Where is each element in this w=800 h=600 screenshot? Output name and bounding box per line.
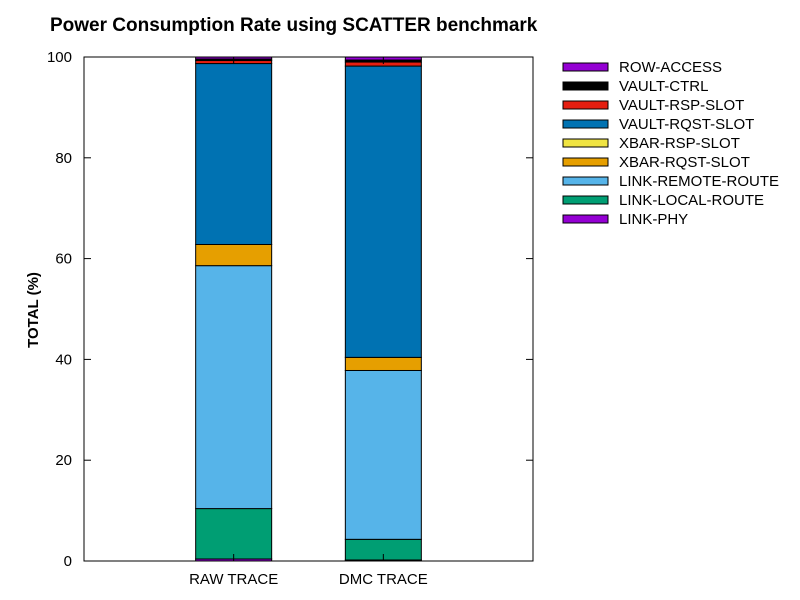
bar-segment-raw-trace-link-local-route [195, 508, 273, 560]
x-tick-label-1: DMC TRACE [339, 571, 428, 588]
y-axis-label: TOTAL (%) [25, 272, 42, 348]
legend-swatch-row-access [562, 62, 609, 72]
legend-swatch-vault-rqst-slot [562, 119, 609, 129]
legend-label-link-local-route: LINK-LOCAL-ROUTE [619, 192, 764, 209]
legend-swatch-link-remote-route [562, 176, 609, 186]
chart-title: Power Consumption Rate using SCATTER ben… [50, 15, 538, 36]
legend-label-row-access: ROW-ACCESS [619, 59, 722, 76]
x-axis: RAW TRACE DMC TRACE [189, 57, 428, 588]
legend: ROW-ACCESS VAULT-CTRL VAULT-RSP-SLOT VAULT-… [562, 59, 779, 228]
legend-label-xbar-rsp-slot: XBAR-RSP-SLOT [619, 135, 740, 152]
y-tick-label-40: 40 [55, 351, 72, 368]
bar-segment-raw-trace-vault-rqst-slot [195, 63, 273, 245]
bars-group [195, 56, 422, 562]
plot-frame [83, 56, 534, 562]
legend-label-vault-ctrl: VAULT-CTRL [619, 78, 708, 95]
legend-swatch-link-local-route [562, 195, 609, 205]
y-tick-label-100: 100 [47, 49, 72, 66]
legend-swatch-vault-rsp-slot [562, 100, 609, 110]
legend-label-link-phy: LINK-PHY [619, 211, 688, 228]
bar-segment-dmc-trace-link-remote-route [344, 369, 422, 540]
bar-segment-raw-trace-link-remote-route [195, 265, 273, 510]
legend-swatch-link-phy [562, 214, 609, 224]
y-tick-label-80: 80 [55, 150, 72, 167]
bar-segment-raw-trace-xbar-rqst-slot [195, 243, 273, 267]
y-tick-label-0: 0 [64, 553, 72, 570]
legend-swatch-vault-ctrl [562, 81, 609, 91]
legend-label-vault-rqst-slot: VAULT-RQST-SLOT [619, 116, 754, 133]
legend-label-vault-rsp-slot: VAULT-RSP-SLOT [619, 97, 744, 114]
legend-label-xbar-rqst-slot: XBAR-RQST-SLOT [619, 154, 750, 171]
legend-swatch-xbar-rsp-slot [562, 138, 609, 148]
x-tick-label-0: RAW TRACE [189, 571, 278, 588]
legend-swatch-xbar-rqst-slot [562, 157, 609, 167]
bar-segment-dmc-trace-vault-rqst-slot [344, 65, 422, 358]
bar-segment-dmc-trace-xbar-rqst-slot [344, 356, 422, 371]
y-axis: 0 20 40 60 80 100 [47, 49, 533, 570]
legend-label-link-remote-route: LINK-REMOTE-ROUTE [619, 173, 779, 190]
y-tick-label-60: 60 [55, 251, 72, 268]
y-tick-label-20: 20 [55, 452, 72, 469]
